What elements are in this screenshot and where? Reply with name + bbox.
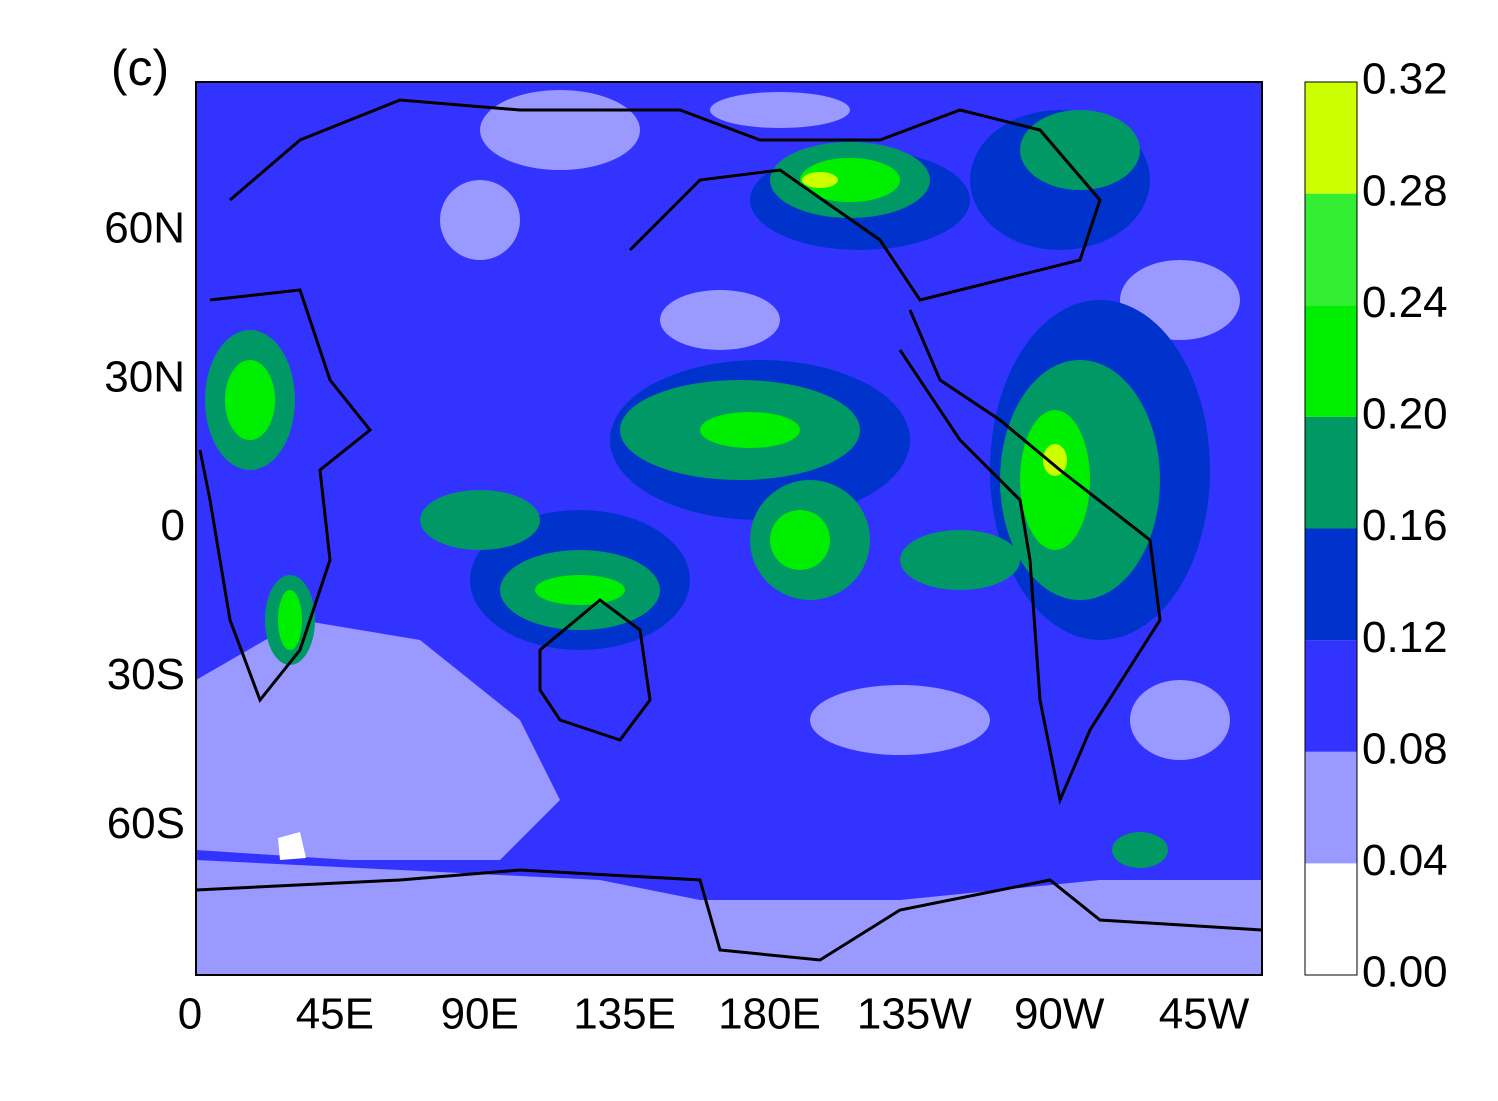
colorbar-band <box>1305 751 1357 864</box>
colorbar-band <box>1305 528 1357 641</box>
colorbar-label: 0.32 <box>1362 55 1448 104</box>
colorbar-band <box>1305 82 1357 194</box>
colorbar-label: 0.12 <box>1362 613 1448 662</box>
x-tick-label: 45E <box>296 990 374 1039</box>
x-tick-label: 45W <box>1159 990 1250 1039</box>
field <box>195 82 1263 975</box>
colorbar-label: 0.00 <box>1362 948 1448 997</box>
plot-frame <box>195 81 1263 976</box>
y-tick-label: 0 <box>161 501 185 550</box>
colorbar-label: 0.24 <box>1362 278 1448 327</box>
colorbar-label: 0.20 <box>1362 390 1448 439</box>
colorbar-label: 0.28 <box>1362 166 1448 215</box>
colorbar-band <box>1305 863 1357 975</box>
y-tick-label: 60S <box>107 799 185 848</box>
colorbar-label: 0.04 <box>1362 836 1448 885</box>
colorbar-band <box>1305 305 1357 417</box>
y-tick-label: 30N <box>104 352 185 401</box>
x-tick-label: 180E <box>718 990 821 1039</box>
colorbar-label: 0.08 <box>1362 724 1448 773</box>
colorbar-band <box>1305 640 1357 752</box>
x-tick-label: 135W <box>857 990 972 1039</box>
y-tick-label: 60N <box>104 203 185 252</box>
colorbar-frame <box>1304 81 1358 976</box>
colorbar-band <box>1305 416 1357 529</box>
colorbar-band <box>1305 193 1357 306</box>
x-tick-label: 135E <box>573 990 676 1039</box>
x-tick-label: 0 <box>178 990 202 1039</box>
x-tick-label: 90E <box>441 990 519 1039</box>
y-tick-label: 30S <box>107 650 185 699</box>
panel-label: (c) <box>111 40 169 96</box>
colorbar-label: 0.16 <box>1362 501 1448 550</box>
x-tick-label: 90W <box>1014 990 1105 1039</box>
